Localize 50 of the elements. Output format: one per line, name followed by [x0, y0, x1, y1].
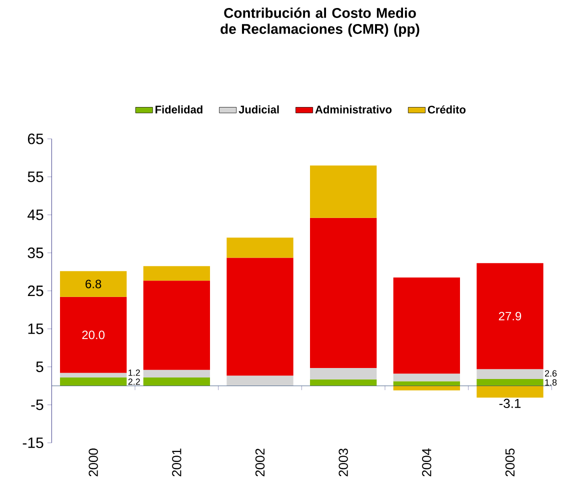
legend-label: Crédito	[428, 105, 466, 114]
y-tick-label: -5	[31, 400, 44, 410]
y-tick-label: 5	[36, 362, 44, 372]
bar	[226, 238, 294, 258]
bar	[310, 218, 377, 368]
x-tick-label: 2002	[255, 448, 265, 476]
bar	[310, 379, 377, 386]
bar	[226, 258, 294, 376]
bar	[310, 165, 377, 218]
bar	[393, 278, 460, 374]
bar	[143, 266, 210, 281]
bar	[143, 370, 210, 378]
data-label: 2.2	[128, 378, 140, 385]
x-tick-label: 2004	[422, 448, 432, 476]
y-tick-label: 25	[28, 286, 44, 296]
bar	[310, 368, 377, 380]
data-label: 1.2	[128, 370, 140, 376]
bar	[60, 377, 127, 386]
bar	[143, 377, 210, 386]
y-tick-label: 45	[28, 210, 44, 220]
legend-label: Fidelidad	[156, 105, 202, 114]
y-tick-label: 35	[28, 248, 44, 258]
bar	[226, 376, 294, 386]
x-tick-label: 2005	[505, 448, 515, 476]
bar	[60, 271, 127, 297]
bar	[476, 379, 544, 386]
data-label: 20.0	[82, 330, 105, 340]
data-label: 2.6	[544, 370, 557, 377]
legend-label: Administrativo	[315, 105, 392, 114]
legend-label: Judicial	[238, 105, 279, 114]
bar	[393, 374, 460, 382]
data-label: 1.8	[545, 379, 557, 386]
bar	[476, 263, 544, 370]
x-tick-label: 2001	[172, 448, 182, 476]
y-tick-label: 15	[28, 324, 44, 334]
y-tick-label: 65	[28, 134, 44, 144]
y-tick-label: -15	[22, 438, 44, 448]
bar	[393, 386, 460, 390]
bar	[60, 296, 127, 373]
data-label: 27.9	[498, 312, 522, 320]
x-tick-label: 2003	[338, 448, 348, 476]
x-tick-label: 2000	[88, 448, 98, 476]
chart-title: Contribución al Costo Medio de Reclamaciones (CMR) (pp)	[220, 8, 420, 37]
bar	[60, 372, 127, 378]
bar	[476, 386, 544, 398]
data-label: -3.1	[499, 398, 521, 408]
bar	[476, 369, 544, 380]
data-label: 6.8	[86, 280, 102, 288]
bar	[143, 280, 210, 370]
y-tick-label: 55	[28, 172, 44, 182]
